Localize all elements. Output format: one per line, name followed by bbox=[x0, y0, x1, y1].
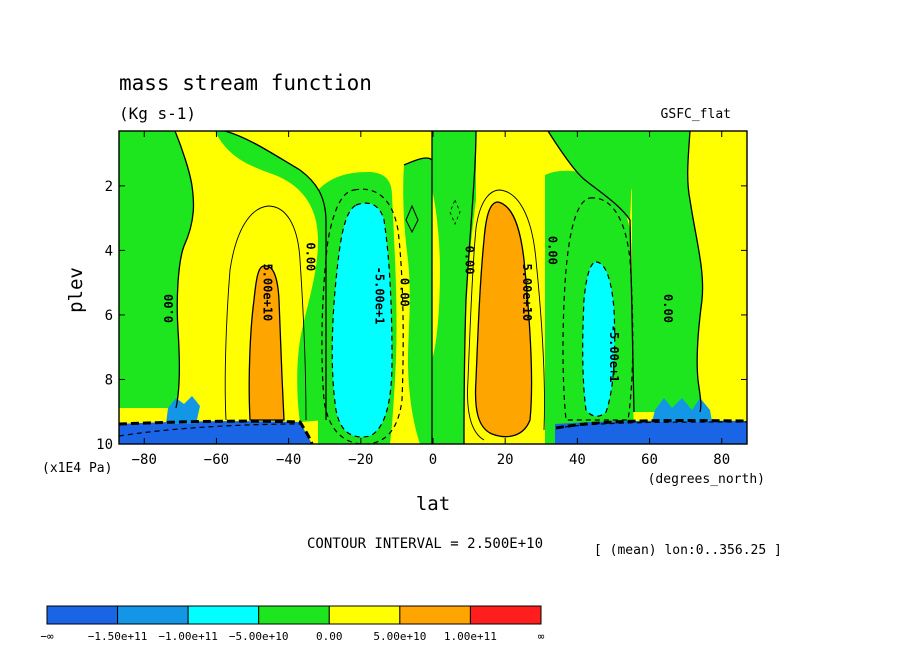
blue-band-sh bbox=[119, 421, 312, 444]
colorbar: −∞ −1.50e+11 −1.00e+11 −5.00e+10 0.00 5.00e+1… bbox=[40, 605, 545, 643]
y-tick-label: 2 bbox=[105, 179, 113, 195]
y-tick-label: 4 bbox=[105, 243, 113, 259]
x-tick-label: 80 bbox=[713, 452, 730, 468]
blue-band-nh bbox=[555, 420, 747, 444]
orange-cell-nh bbox=[475, 202, 532, 437]
y-axis-label: plev bbox=[65, 267, 87, 313]
colorbar-label: 1.00e+11 bbox=[444, 630, 497, 643]
green-region-equator-right bbox=[432, 131, 476, 444]
colorbar-label: ∞ bbox=[538, 630, 545, 643]
small-closed-contour-2 bbox=[449, 198, 461, 226]
colorbar-label: −1.00e+11 bbox=[158, 630, 218, 643]
x-tick-label: −60 bbox=[204, 452, 229, 468]
x-tick-label: 40 bbox=[569, 452, 586, 468]
chart-title: mass stream function bbox=[119, 71, 372, 95]
x-tick-label: 60 bbox=[641, 452, 658, 468]
colorbar-swatch bbox=[399, 605, 471, 625]
contour-label: 0.00 bbox=[162, 294, 176, 323]
contour-interval-text: CONTOUR INTERVAL = 2.500E+10 bbox=[307, 536, 543, 552]
x-axis-label: lat bbox=[416, 493, 450, 515]
cyan-cell-nh bbox=[582, 262, 615, 417]
x-tick-label: −40 bbox=[276, 452, 301, 468]
x-axis-units: (degrees_north) bbox=[648, 472, 765, 487]
y-tick-label: 6 bbox=[105, 308, 113, 324]
colorbar-swatch bbox=[46, 605, 119, 625]
colorbar-swatch bbox=[469, 605, 542, 625]
colorbar-swatch bbox=[328, 605, 401, 625]
topography-spikes-sh bbox=[166, 396, 200, 424]
cyan-cell-sh bbox=[332, 203, 392, 437]
y-tick-label: 10 bbox=[96, 437, 113, 453]
colorbar-label: −5.00e+10 bbox=[229, 630, 289, 643]
green-region-nh-outer bbox=[632, 131, 703, 412]
contour-label: 0.00 bbox=[304, 242, 318, 271]
x-tick-label: −20 bbox=[348, 452, 373, 468]
contour-label: 5.00e+10 bbox=[520, 263, 534, 321]
contour-label-layer: 0.00 5.00e+10 0.00 -5.00e+1 0.00 0.00 5.00e+10… bbox=[162, 236, 675, 383]
colorbar-label: 5.00e+10 bbox=[373, 630, 426, 643]
contour-label: -5.00e+1 bbox=[607, 325, 621, 383]
topography-spikes-nh bbox=[652, 398, 712, 422]
contour-label: -5.00e+1 bbox=[372, 267, 386, 325]
negative-contour-lines bbox=[119, 188, 747, 444]
y-axis-units: (x1E4 Pa) bbox=[42, 461, 112, 476]
contour-label: 5.00e+10 bbox=[260, 263, 274, 321]
surface-contour-nh bbox=[555, 419, 747, 430]
contour-label: 0.00 bbox=[462, 246, 476, 275]
x-tick-label: 0 bbox=[429, 452, 437, 468]
green-region-sh-outer bbox=[119, 131, 194, 408]
colorbar-label: −1.50e+11 bbox=[88, 630, 148, 643]
colorbar-label: −∞ bbox=[40, 630, 54, 643]
colorbar-label: 0.00 bbox=[316, 630, 343, 643]
x-axis: −80 −60 −40 −20 0 20 40 60 80 bbox=[132, 131, 730, 468]
contour-label: 0.00 bbox=[545, 236, 559, 265]
surface-contour-sh bbox=[119, 419, 314, 444]
contour-field: 0.00 5.00e+10 0.00 -5.00e+1 0.00 0.00 5.00e+10… bbox=[119, 131, 747, 444]
x-tick-label: 20 bbox=[497, 452, 514, 468]
orange-cell-sh bbox=[249, 265, 284, 420]
chart-units: (Kg s-1) bbox=[119, 104, 196, 123]
dataset-label: GSFC_flat bbox=[661, 107, 731, 122]
colorbar-swatch bbox=[258, 605, 330, 625]
small-closed-contour-1 bbox=[405, 204, 419, 234]
colorbar-swatch bbox=[117, 605, 189, 625]
y-tick-label: 8 bbox=[105, 372, 113, 388]
contour-label: 0.00 bbox=[398, 278, 412, 307]
colorbar-swatch bbox=[187, 605, 260, 625]
contour-label: 0.00 bbox=[661, 294, 675, 323]
mean-annotation: [ (mean) lon:0..356.25 ] bbox=[594, 543, 782, 558]
y-axis: 2 4 6 8 10 bbox=[96, 179, 747, 453]
x-tick-label: −80 bbox=[132, 452, 157, 468]
green-region-nh-upper bbox=[590, 131, 632, 190]
green-region-sh-mid bbox=[215, 131, 326, 422]
